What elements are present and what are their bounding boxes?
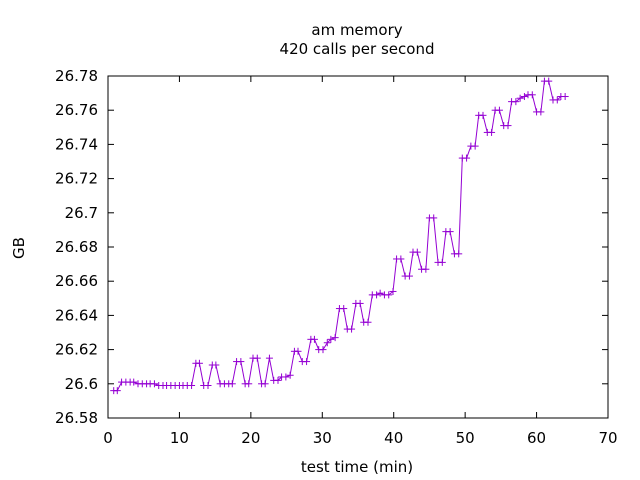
x-tick-label: 20 (241, 429, 260, 447)
data-point (479, 111, 487, 119)
data-point (373, 291, 381, 299)
y-tick-label: 26.76 (55, 101, 98, 119)
data-point (286, 371, 294, 379)
data-point (471, 142, 479, 150)
y-tick-label: 26.74 (55, 135, 98, 153)
x-tick-label: 60 (527, 429, 546, 447)
data-point (188, 382, 196, 390)
y-tick-label: 26.6 (65, 375, 98, 393)
data-point (397, 255, 405, 263)
series-line (113, 80, 566, 392)
data-point (553, 96, 561, 104)
data-point (265, 354, 273, 362)
data-point (340, 305, 348, 313)
data-point (455, 250, 463, 258)
data-point (204, 382, 212, 390)
y-tick-label: 26.78 (55, 67, 98, 85)
data-point (512, 98, 520, 106)
data-point (228, 380, 236, 388)
x-tick-label: 40 (384, 429, 403, 447)
x-tick-label: 30 (313, 429, 332, 447)
data-point (303, 358, 311, 366)
data-point (212, 361, 220, 369)
data-point (430, 214, 438, 222)
data-point (545, 77, 553, 85)
x-axis-label: test time (min) (301, 458, 413, 476)
data-point (405, 272, 413, 280)
x-tick-label: 0 (103, 429, 113, 447)
data-point (323, 339, 331, 347)
y-tick-label: 26.72 (55, 170, 98, 188)
y-tick-label: 26.7 (65, 204, 98, 222)
y-tick-label: 26.64 (55, 306, 98, 324)
y-tick-label: 26.68 (55, 238, 98, 256)
data-point (463, 154, 471, 162)
data-point (438, 258, 446, 266)
data-point (261, 380, 269, 388)
data-point (364, 318, 372, 326)
plot-frame (107, 75, 609, 419)
data-point (253, 354, 261, 362)
series (110, 77, 569, 395)
x-tick-label: 70 (598, 429, 617, 447)
data-point (310, 335, 318, 343)
data-point (376, 289, 384, 297)
data-point (113, 387, 121, 395)
data-point (150, 380, 158, 388)
data-point (422, 265, 430, 273)
data-point (319, 346, 327, 354)
data-point (520, 93, 528, 101)
data-point (348, 325, 356, 333)
chart-subtitle: 420 calls per second (280, 40, 435, 58)
y-axis-label: GB (10, 237, 28, 259)
data-point (446, 228, 454, 236)
data-point (282, 373, 290, 381)
data-point (327, 335, 335, 343)
axes: 0 10 20 30 40 50 60 70 26.58 26.6 26.62 26.64 26.66 2… (55, 67, 618, 447)
y-tick-label: 26.58 (55, 409, 98, 427)
data-point (528, 91, 536, 99)
data-point (413, 248, 421, 256)
y-tick-label: 26.62 (55, 341, 98, 359)
data-point (495, 106, 503, 114)
chart-title: am memory (311, 21, 402, 39)
data-point (389, 287, 397, 295)
data-point (195, 359, 203, 367)
data-point (516, 94, 524, 102)
x-tick-label: 50 (456, 429, 475, 447)
data-point (385, 291, 393, 299)
data-point (237, 358, 245, 366)
x-tick-label: 10 (170, 429, 189, 447)
data-point (130, 378, 138, 386)
data-point (488, 128, 496, 136)
data-point (331, 334, 339, 342)
data-point (274, 376, 282, 384)
data-point (356, 299, 364, 307)
data-point (504, 122, 512, 130)
data-point (561, 93, 569, 101)
y-tick-label: 26.66 (55, 272, 98, 290)
data-point (294, 347, 302, 355)
data-point (245, 380, 253, 388)
data-point (537, 108, 545, 116)
